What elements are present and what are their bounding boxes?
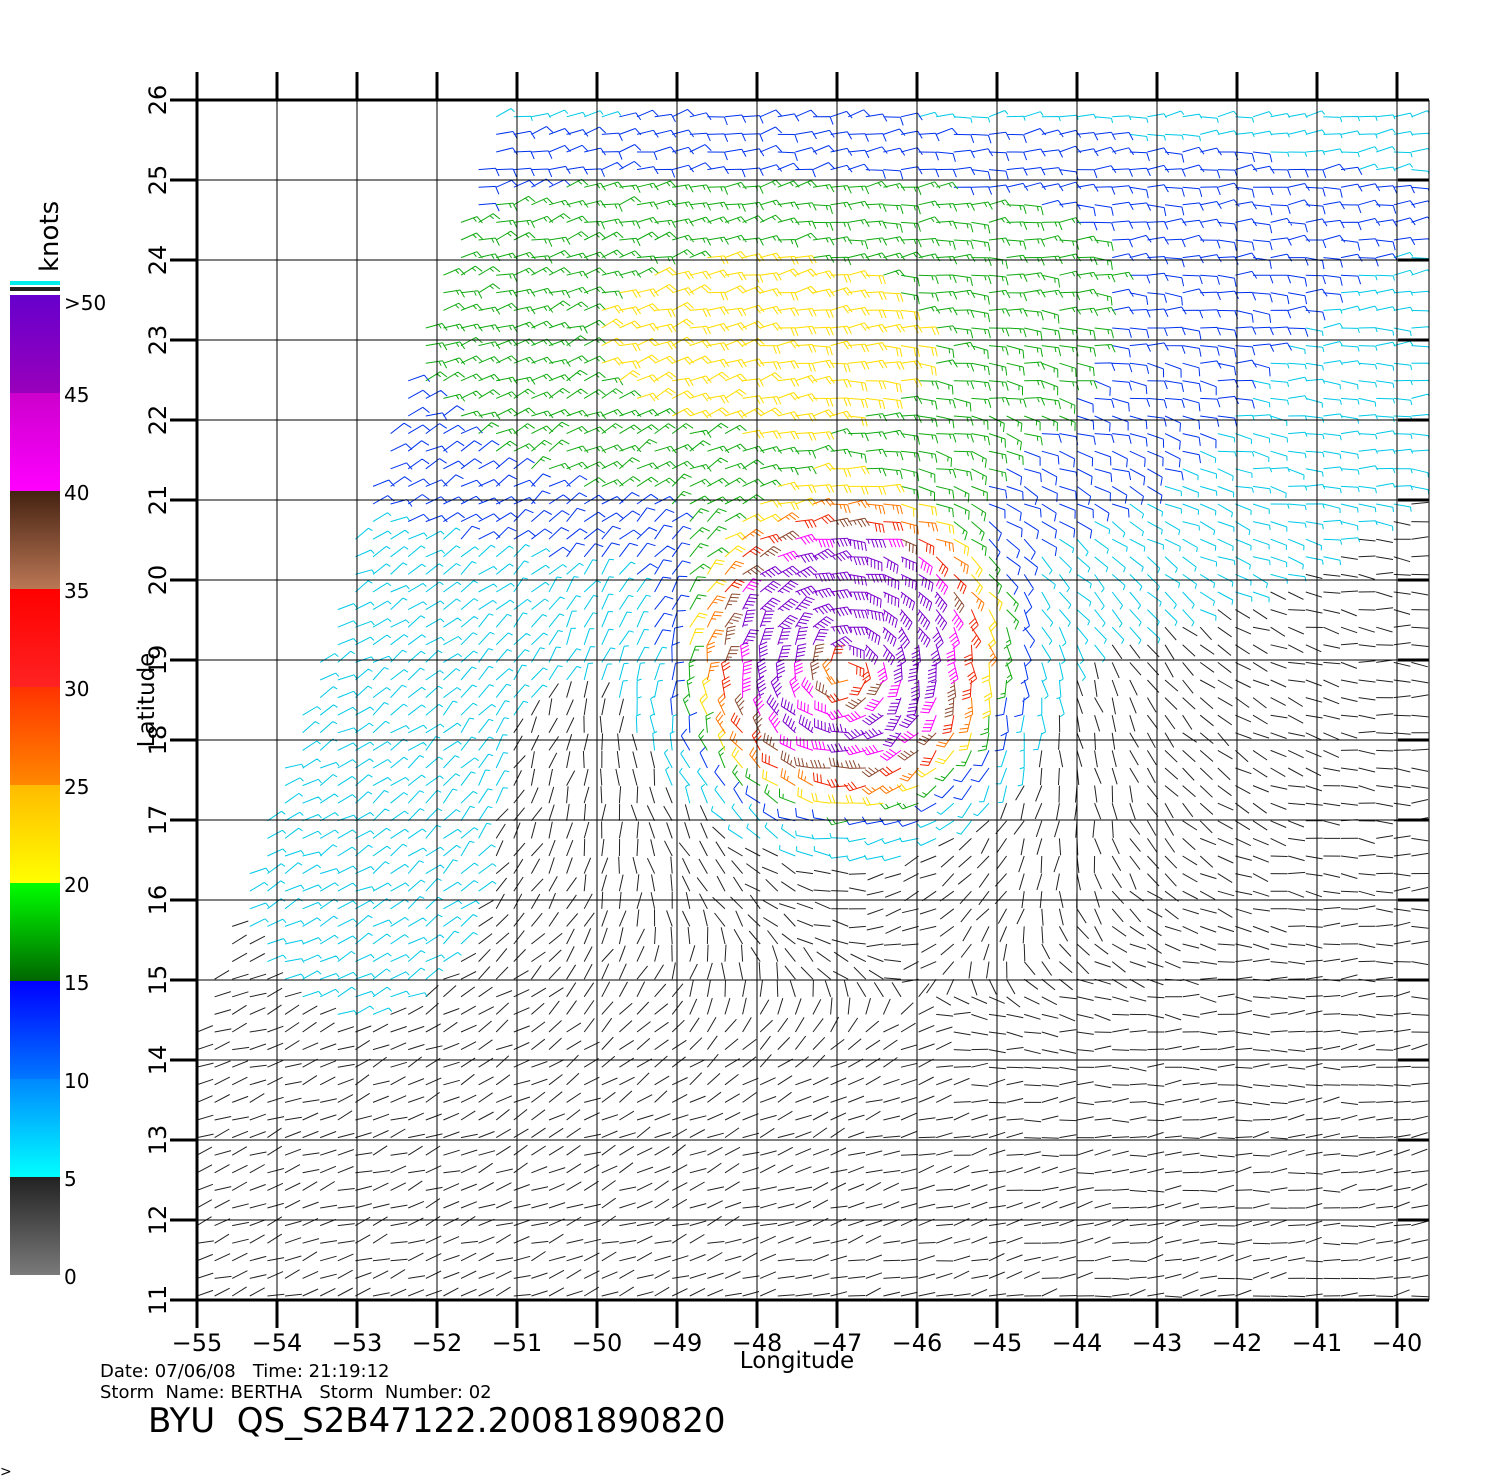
wind-barb-group <box>197 486 1429 1298</box>
legend-band <box>10 589 60 687</box>
legend-band <box>10 491 60 589</box>
longitude-tick-label: −55 <box>172 1329 223 1357</box>
longitude-tick-label: −53 <box>332 1329 383 1357</box>
wind-barb-group <box>724 517 965 778</box>
latitude-tick-label: 15 <box>144 965 172 996</box>
storm-line: Storm Name: BERTHA Storm Number: 02 <box>100 1382 492 1403</box>
x-axis-label: Longitude <box>740 1348 854 1374</box>
speed-legend: 0 5 10 15 20 25 30 35 40 45 >50 knots <box>10 201 106 1289</box>
color-scale-bar <box>10 295 60 1275</box>
longitude-tick-label: −46 <box>892 1329 943 1357</box>
latitude-tick-label: 24 <box>144 245 172 276</box>
wind-barb-group <box>721 514 982 792</box>
product-id: BYU QS_S2B47122.20081890820 <box>148 1401 726 1441</box>
legend-label: 40 <box>64 481 89 505</box>
legend-band <box>10 1177 60 1275</box>
longitude-tick-label: −48 <box>732 1329 783 1357</box>
longitude-tick-label: −50 <box>572 1329 623 1357</box>
legend-label: >50 <box>64 291 106 315</box>
legend-label: 20 <box>64 873 89 897</box>
wind-barbs <box>197 108 1429 1298</box>
wind-barb-group <box>425 178 1134 826</box>
legend-band <box>10 687 60 785</box>
legend-label: 25 <box>64 775 89 799</box>
legend-band <box>10 785 60 883</box>
legend-band <box>10 393 60 491</box>
longitude-tick-label: −51 <box>492 1329 543 1357</box>
latitude-tick-label: 23 <box>144 325 172 356</box>
wind-barb-group <box>740 533 964 761</box>
wind-barb-group <box>706 497 998 795</box>
latitude-tick-label: 18 <box>144 725 172 756</box>
legend-label: 30 <box>64 677 89 701</box>
latitude-tick-label: 22 <box>144 405 172 436</box>
legend-label: 35 <box>64 579 89 603</box>
legend-band <box>10 1079 60 1177</box>
date-time-line: Date: 07/06/08 Time: 21:19:12 <box>100 1361 390 1382</box>
longitude-tick-label: −40 <box>1372 1329 1423 1357</box>
legend-label: 10 <box>64 1069 89 1093</box>
longitude-tick-label: −47 <box>812 1329 863 1357</box>
wind-barb-group <box>372 108 1429 827</box>
legend-label: 0 <box>64 1265 77 1289</box>
wind-barb-group <box>249 108 1429 1015</box>
latitude-tick-label: 20 <box>144 565 172 596</box>
latitude-tick-label: 21 <box>144 485 172 516</box>
legend-band <box>10 883 60 981</box>
legend-band <box>10 981 60 1079</box>
latitude-tick-label: 11 <box>144 1285 172 1316</box>
longitude-tick-label: −44 <box>1052 1329 1103 1357</box>
tick-labels: −55 −54 −53 −52 −51 −50 −49 −48 −47 −46 −45 −44 −43 −… <box>144 85 1422 1357</box>
corner-mark: > <box>0 1464 12 1480</box>
legend-top-swatch <box>10 281 60 285</box>
latitude-tick-label: 14 <box>144 1045 172 1076</box>
longitude-tick-label: −52 <box>412 1329 463 1357</box>
latitude-tick-label: 25 <box>144 165 172 196</box>
latitude-tick-label: 13 <box>144 1125 172 1156</box>
longitude-tick-label: −54 <box>252 1329 303 1357</box>
legend-label: 15 <box>64 971 89 995</box>
wind-barb-group <box>601 251 1003 806</box>
longitude-tick-label: −42 <box>1212 1329 1263 1357</box>
y-axis-label: Latitude <box>134 653 160 748</box>
legend-band <box>10 295 60 393</box>
longitude-tick-label: −41 <box>1292 1329 1343 1357</box>
latitude-tick-label: 16 <box>144 885 172 916</box>
longitude-tick-label: −49 <box>652 1329 703 1357</box>
legend-label: 5 <box>64 1167 77 1191</box>
wind-barb-group <box>742 537 948 753</box>
legend-labels: 0 5 10 15 20 25 30 35 40 45 >50 <box>64 291 106 1289</box>
legend-unit: knots <box>35 201 65 272</box>
longitude-tick-label: −43 <box>1132 1329 1183 1357</box>
latitude-tick-label: 17 <box>144 805 172 836</box>
legend-label: 45 <box>64 383 89 407</box>
latitude-tick-label: 26 <box>144 85 172 116</box>
lat-lon-grid <box>170 72 1430 1328</box>
latitude-tick-label: 12 <box>144 1205 172 1236</box>
longitude-tick-label: −45 <box>972 1329 1023 1357</box>
legend-top-swatch <box>10 287 60 291</box>
latitude-tick-label: 19 <box>144 645 172 676</box>
